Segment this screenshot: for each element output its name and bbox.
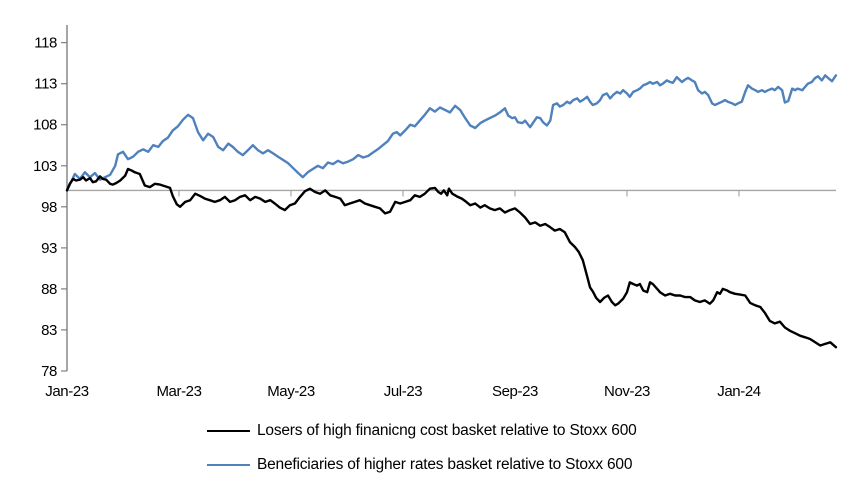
- x-axis-label: Sep-23: [492, 383, 538, 400]
- x-axis-label: Jul-23: [384, 383, 423, 400]
- y-axis-label: 113: [34, 76, 57, 93]
- y-axis-label: 98: [41, 199, 57, 216]
- losers-legend-label: Losers of high finanicng cost basket rel…: [257, 422, 637, 439]
- y-axis-label: 103: [33, 158, 57, 175]
- beneficiaries-legend-label: Beneficiaries of higher rates basket rel…: [257, 456, 633, 473]
- x-axis-label: Jan-24: [717, 383, 761, 400]
- beneficiaries-line-swatch: [207, 464, 250, 466]
- y-axis-label: 78: [41, 363, 57, 380]
- beneficiaries-series-line: [65, 74, 838, 192]
- x-axis-label: Jan-23: [45, 383, 89, 400]
- y-axis-label: 118: [34, 35, 57, 52]
- legend-item-losers: Losers of high finanicng cost basket rel…: [207, 421, 637, 441]
- x-axis-label: Mar-23: [156, 383, 201, 400]
- x-axis-label: May-23: [267, 383, 315, 400]
- y-axis-label: 88: [41, 281, 57, 298]
- x-axis-label: Nov-23: [604, 383, 650, 400]
- y-axis-label: 108: [33, 117, 57, 134]
- line-chart: 78 83 88 93 98 103 108 113 118 Jan-23 Mar-23 May-23…: [33, 25, 838, 400]
- y-axis-label: 93: [41, 240, 57, 257]
- losers-series-line: [65, 167, 838, 349]
- line-chart-figure: 78 83 88 93 98 103 108 113 118 Jan-23 Mar-23 May-23…: [33, 25, 838, 400]
- losers-line-swatch: [207, 430, 250, 432]
- y-axis-label: 83: [41, 322, 57, 339]
- legend-item-beneficiaries: Beneficiaries of higher rates basket rel…: [207, 455, 632, 475]
